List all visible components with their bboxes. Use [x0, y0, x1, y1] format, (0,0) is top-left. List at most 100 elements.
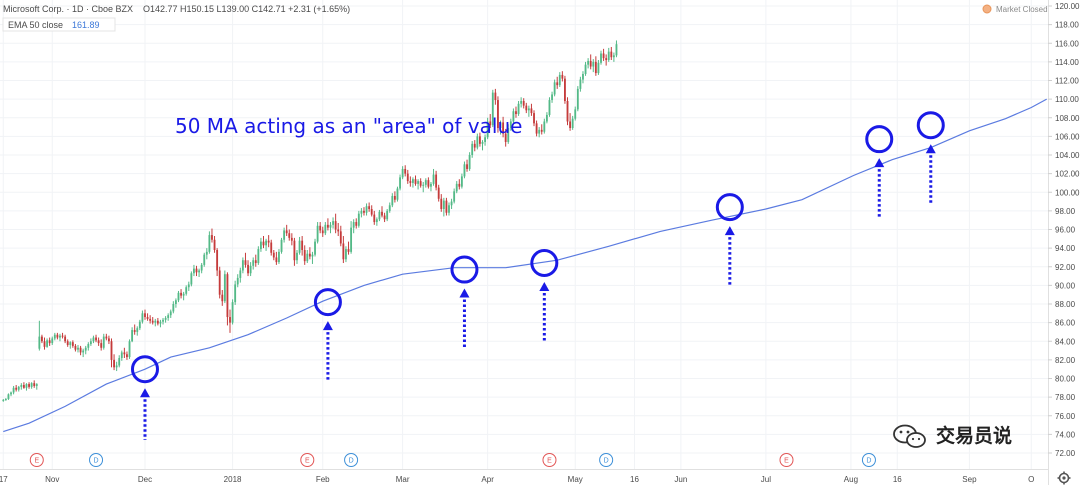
- candle-body: [466, 164, 468, 169]
- candle: [41, 334, 43, 344]
- candle-body: [84, 347, 87, 351]
- candle-body: [275, 257, 278, 263]
- candle: [211, 228, 213, 243]
- candle: [262, 236, 265, 249]
- y-tick-label: 100.00: [1055, 188, 1080, 197]
- candle: [151, 317, 154, 325]
- candle-body: [229, 317, 231, 323]
- candle: [375, 217, 378, 226]
- candle: [393, 191, 396, 203]
- candle-body: [489, 121, 492, 126]
- y-tick-label: 118.00: [1055, 21, 1079, 30]
- candle: [396, 186, 399, 202]
- candle: [605, 54, 608, 66]
- candle-body: [365, 206, 368, 213]
- settings-gear-icon[interactable]: [1057, 471, 1071, 485]
- candle: [71, 340, 74, 348]
- candle-body: [612, 55, 615, 58]
- candle-body: [306, 253, 309, 262]
- event-circle: [300, 453, 315, 467]
- candle-body: [249, 265, 252, 274]
- candle: [391, 193, 394, 208]
- candle: [543, 118, 546, 134]
- x-tick-label: Nov: [45, 475, 59, 484]
- candle-body: [484, 137, 486, 142]
- candle: [350, 221, 353, 254]
- candle: [589, 54, 592, 70]
- candle: [368, 202, 371, 212]
- candle-body: [120, 352, 123, 359]
- candle-body: [326, 224, 329, 228]
- candle-body: [59, 335, 61, 338]
- candle-body: [419, 181, 422, 186]
- candle: [548, 97, 551, 117]
- candle: [172, 301, 175, 314]
- x-tick-label: 16: [630, 475, 639, 484]
- candle: [497, 96, 499, 133]
- candle: [123, 347, 126, 359]
- candle-body: [424, 180, 427, 185]
- candle: [10, 391, 12, 397]
- candle: [20, 383, 23, 390]
- candle: [22, 382, 25, 389]
- candle-body: [182, 293, 185, 296]
- candle-body: [486, 121, 489, 138]
- candle: [381, 206, 383, 218]
- candle: [533, 110, 535, 127]
- candle: [321, 226, 324, 237]
- candle: [564, 75, 566, 104]
- candle-body: [100, 343, 103, 348]
- candle-body: [571, 118, 574, 128]
- market-status-icon: [982, 4, 992, 14]
- candle-body: [285, 230, 288, 234]
- candle-body: [393, 195, 396, 200]
- candle-body: [41, 336, 43, 342]
- candle: [525, 102, 528, 114]
- candle-body: [267, 240, 270, 243]
- candle: [527, 105, 530, 117]
- candle: [515, 106, 517, 118]
- candle-body: [74, 345, 77, 350]
- candle-body: [167, 315, 170, 318]
- candle: [154, 318, 157, 327]
- candle: [440, 194, 443, 212]
- candle-body: [283, 230, 286, 240]
- event-circle: [344, 453, 359, 467]
- candle-body: [303, 249, 306, 262]
- candle: [126, 351, 128, 360]
- candle: [296, 249, 298, 264]
- candle-body: [71, 342, 74, 346]
- candle-body: [460, 176, 463, 187]
- candle-body: [545, 114, 548, 122]
- candle-body: [46, 340, 49, 347]
- candle-body: [270, 242, 273, 253]
- x-tick-label: 2018: [224, 475, 242, 484]
- candle: [48, 337, 51, 346]
- candle-body: [445, 200, 448, 213]
- candle: [249, 262, 252, 277]
- candle-body: [551, 94, 553, 101]
- event-circle: [779, 453, 794, 467]
- candle-body: [25, 384, 28, 388]
- candlestick-series: [2, 40, 618, 402]
- candle-body: [10, 392, 12, 395]
- indicator-legend-box[interactable]: [2, 17, 116, 32]
- candle: [383, 212, 386, 223]
- y-tick-label: 98.00: [1055, 207, 1076, 216]
- candle: [66, 339, 69, 347]
- candle-body: [51, 338, 54, 344]
- candle: [311, 251, 314, 264]
- y-tick-label: 110.00: [1055, 95, 1079, 104]
- candle: [615, 40, 618, 58]
- candle-body: [156, 320, 159, 324]
- candle: [144, 309, 146, 320]
- candle-body: [66, 341, 69, 345]
- event-circle: [861, 453, 876, 467]
- candle: [236, 274, 239, 288]
- candle: [561, 71, 564, 82]
- candle: [12, 385, 15, 395]
- candle: [138, 319, 141, 331]
- y-tick-label: 106.00: [1055, 132, 1080, 141]
- candle: [164, 316, 167, 323]
